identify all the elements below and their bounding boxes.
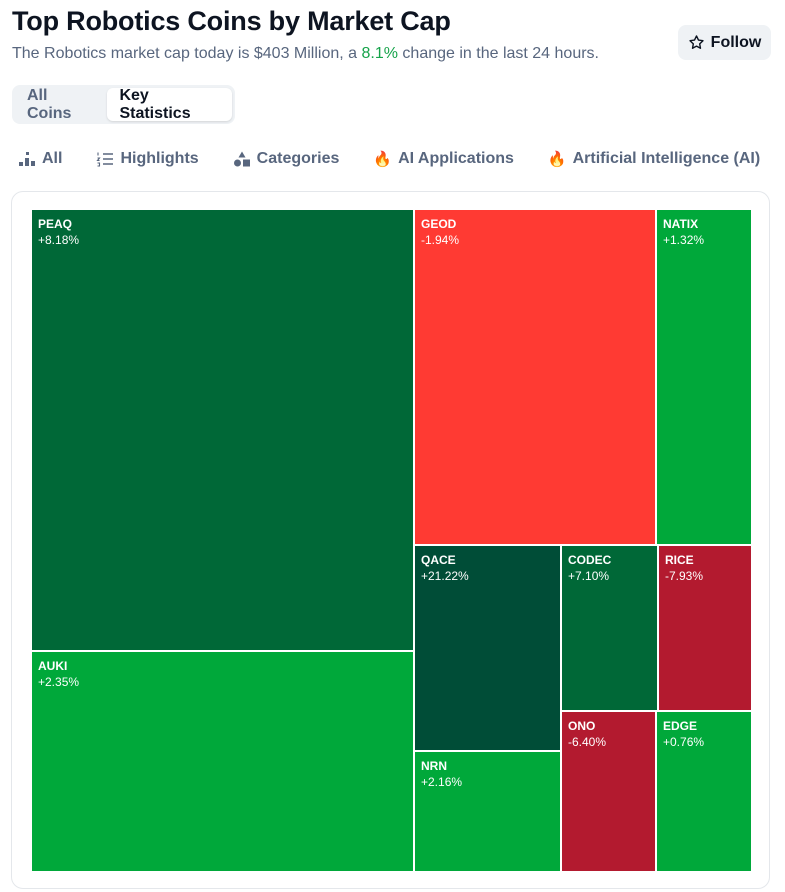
coin-change: +0.76% (663, 735, 705, 749)
tile-edge[interactable]: EDGE +0.76% (656, 711, 752, 872)
tile-qace[interactable]: QACE +21.22% (414, 545, 561, 751)
follow-label: Follow (710, 33, 762, 51)
coin-symbol: NRN (421, 759, 447, 773)
tile-ono[interactable]: ONO -6.40% (561, 711, 656, 872)
shapes-icon (233, 151, 250, 167)
coin-change: +7.10% (568, 569, 610, 583)
view-toggle: All Coins Key Statistics (12, 85, 235, 124)
fire-icon: 🔥 (547, 151, 567, 168)
tile-peaq[interactable]: PEAQ +8.18% (31, 209, 414, 651)
tile-auki[interactable]: AUKI +2.35% (31, 651, 414, 872)
coin-change: +1.32% (663, 233, 705, 247)
coin-change: +21.22% (421, 569, 469, 583)
filter-highlights-label: Highlights (120, 150, 199, 167)
filter-highlights[interactable]: Highlights (96, 150, 199, 168)
coin-change: -1.94% (421, 233, 460, 247)
numbered-list-icon (96, 152, 114, 167)
tile-geod[interactable]: GEOD -1.94% (414, 209, 656, 545)
coin-change: +2.16% (421, 775, 463, 789)
category-filters: All Highlights Categories 🔥 AI Applicati… (18, 148, 760, 170)
coin-symbol: AUKI (38, 659, 68, 673)
tile-nrn[interactable]: NRN +2.16% (414, 751, 561, 872)
coin-symbol: CODEC (568, 553, 612, 567)
treemap-panel (11, 191, 770, 889)
coin-symbol: ONO (568, 719, 596, 733)
star-icon (689, 35, 704, 50)
page-title: Top Robotics Coins by Market Cap (12, 6, 451, 36)
coin-symbol: NATIX (663, 217, 699, 231)
follow-button[interactable]: Follow (678, 25, 771, 60)
market-cap-treemap: PEAQ +8.18% AUKI +2.35% GEOD -1.94% NATI… (31, 209, 752, 872)
filter-categories-label: Categories (256, 150, 340, 167)
filter-categories[interactable]: Categories (233, 150, 340, 168)
tab-all-coins[interactable]: All Coins (27, 86, 72, 122)
fire-icon: 🔥 (373, 151, 393, 168)
coin-symbol: PEAQ (38, 217, 73, 231)
coin-change: +2.35% (38, 675, 80, 689)
coin-change: +8.18% (38, 233, 80, 247)
filter-artificial-intelligence[interactable]: 🔥 Artificial Intelligence (AI) (548, 150, 760, 168)
filter-artificial-intelligence-label: Artificial Intelligence (AI) (572, 150, 761, 167)
coin-change: -6.40% (568, 735, 607, 749)
change-percentage: 8.1% (361, 45, 398, 62)
tile-rice[interactable]: RICE -7.93% (658, 545, 752, 711)
coin-symbol: GEOD (421, 217, 457, 231)
summary-text-end: change in the last 24 hours. (397, 45, 599, 62)
market-cap-summary: The Robotics market cap today is $403 Mi… (12, 45, 599, 63)
coin-symbol: EDGE (663, 719, 698, 733)
filter-all[interactable]: All (18, 150, 62, 168)
tile-codec[interactable]: CODEC +7.10% (561, 545, 658, 711)
filter-ai-applications[interactable]: 🔥 AI Applications (373, 150, 514, 168)
tab-key-statistics[interactable]: Key Statistics (107, 87, 232, 122)
coin-symbol: RICE (665, 553, 694, 567)
coin-change: -7.93% (665, 569, 704, 583)
filter-ai-applications-label: AI Applications (398, 150, 514, 167)
summary-text-start: The Robotics market cap today is $403 Mi… (12, 45, 362, 62)
filter-all-label: All (42, 150, 63, 167)
tile-natix[interactable]: NATIX +1.32% (656, 209, 752, 545)
coin-symbol: QACE (421, 553, 456, 567)
bar-chart-icon (19, 152, 35, 166)
